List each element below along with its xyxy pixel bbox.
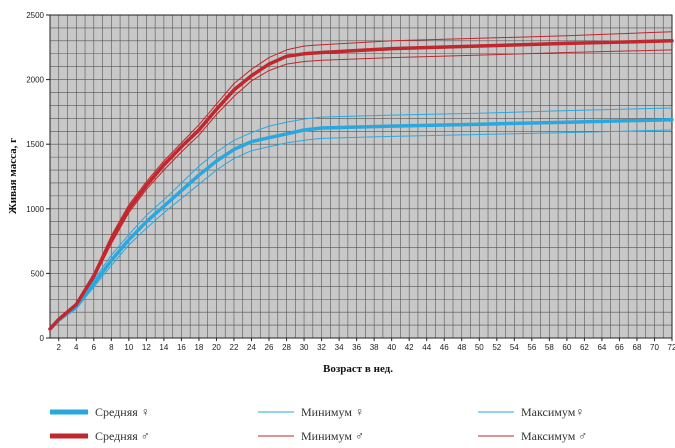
series-line-male-mean <box>48 39 674 331</box>
x-tick-label: 30 <box>300 343 309 352</box>
legend: Средняя ♀ Минимум ♀ Максимум♀ Средняя ♂ Мини… <box>50 405 587 443</box>
y-tick-label: 1000 <box>26 205 44 214</box>
x-axis-title: Возраст в нед. <box>323 363 393 375</box>
series-line-female-min <box>49 129 673 331</box>
x-tick-label: 12 <box>142 343 151 352</box>
x-tick-labels: 2 4 6 8 10 12 14 16 18 20 22 24 26 28 30 32 34 36 38 40 42 44… <box>57 343 675 352</box>
x-tick-label: 2 <box>57 343 62 352</box>
y-tick-label: 0 <box>40 334 45 343</box>
x-tick-label: 68 <box>633 343 642 352</box>
plot-background <box>50 15 672 338</box>
series-line-female-mean <box>48 117 674 331</box>
x-tick-label: 16 <box>177 343 186 352</box>
y-tick-labels: 0 500 1000 1500 2000 2500 <box>26 11 44 343</box>
x-tick-label: 54 <box>510 343 519 352</box>
plot-frame <box>49 14 673 339</box>
x-tick-label: 40 <box>387 343 396 352</box>
x-tick-label: 52 <box>492 343 501 352</box>
x-tick-label: 26 <box>265 343 274 352</box>
x-tick-label: 62 <box>580 343 589 352</box>
y-tick-label: 1500 <box>26 140 44 149</box>
x-tick-label: 34 <box>335 343 344 352</box>
x-tick-label: 28 <box>282 343 291 352</box>
x-tick-label: 18 <box>194 343 203 352</box>
y-axis-title: Живая масса, г <box>7 138 19 214</box>
x-tick-label: 72 <box>668 343 675 352</box>
x-tick-label: 36 <box>352 343 361 352</box>
x-tick-label: 8 <box>109 343 114 352</box>
x-tick-label: 50 <box>475 343 484 352</box>
x-tick-label: 66 <box>615 343 624 352</box>
x-tick-label: 20 <box>212 343 221 352</box>
x-tick-label: 14 <box>159 343 168 352</box>
series-line-female-max <box>49 107 673 329</box>
x-tick-label: 10 <box>124 343 133 352</box>
x-tick-label: 48 <box>457 343 466 352</box>
x-tick-label: 46 <box>440 343 449 352</box>
y-tick-label: 2500 <box>26 11 44 20</box>
x-tick-label: 6 <box>92 343 97 352</box>
x-tick-label: 60 <box>562 343 571 352</box>
series-lines <box>48 31 674 331</box>
legend-label-male-max: Максимум ♂ <box>521 429 587 443</box>
x-tick-label: 64 <box>597 343 606 352</box>
x-tick-label: 42 <box>405 343 414 352</box>
x-tick-label: 22 <box>230 343 239 352</box>
x-tick-label: 4 <box>74 343 79 352</box>
legend-label-female-max: Максимум♀ <box>521 405 584 419</box>
legend-label-male-mean: Средняя ♂ <box>95 429 150 443</box>
legend-label-female-min: Минимум ♀ <box>301 405 364 419</box>
x-tick-label: 44 <box>422 343 431 352</box>
x-tick-label: 38 <box>370 343 379 352</box>
x-tick-label: 32 <box>317 343 326 352</box>
y-tick-label: 500 <box>31 269 45 278</box>
legend-label-female-mean: Средняя ♀ <box>95 405 150 419</box>
x-tick-label: 70 <box>650 343 659 352</box>
x-tick-label: 24 <box>247 343 256 352</box>
x-tick-label: 56 <box>527 343 536 352</box>
axes <box>46 14 673 341</box>
x-tick-label: 58 <box>545 343 554 352</box>
legend-label-male-min: Минимум ♂ <box>301 429 364 443</box>
y-tick-label: 2000 <box>26 76 44 85</box>
